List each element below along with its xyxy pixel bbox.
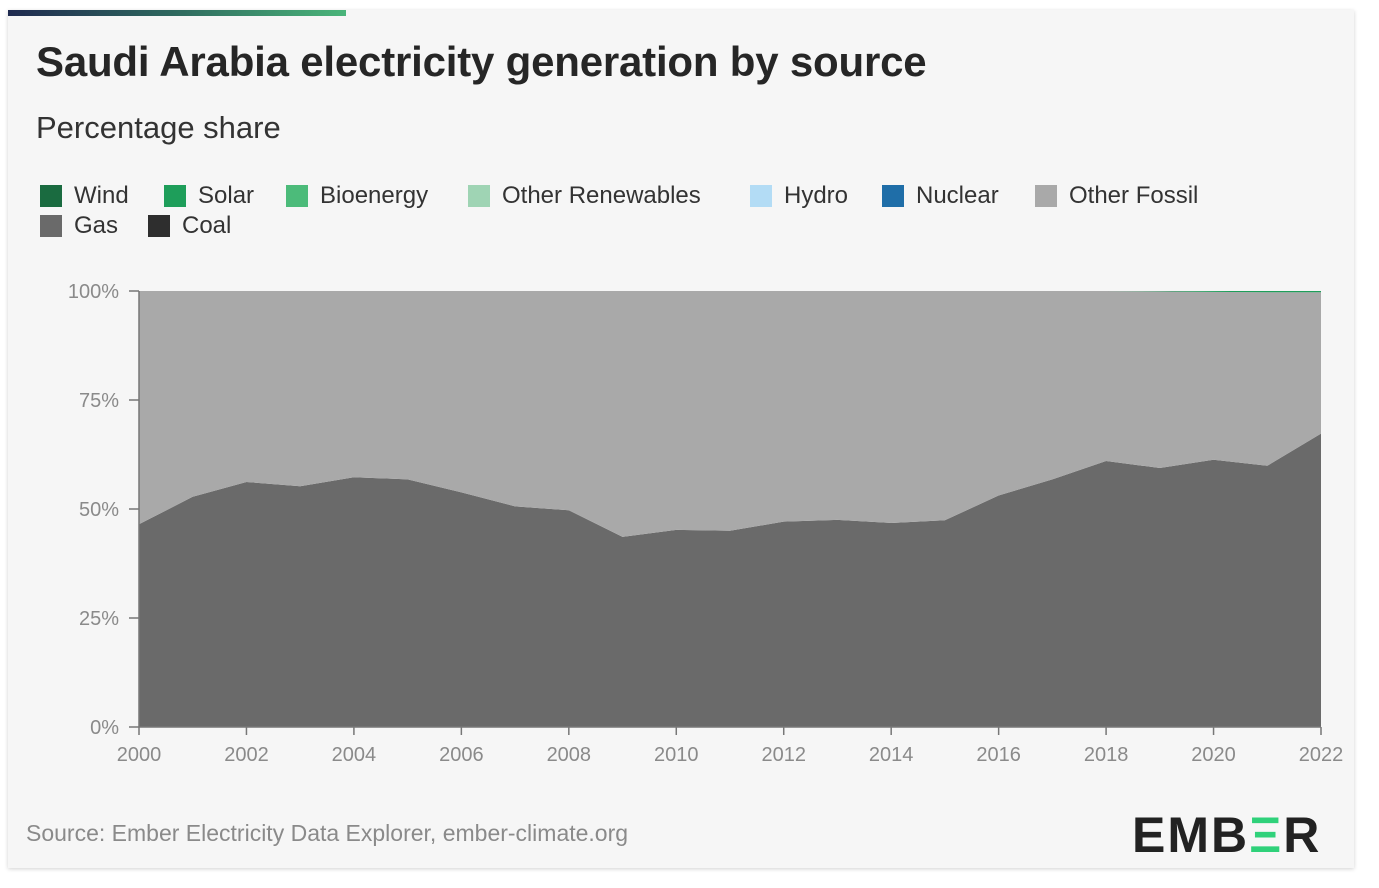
legend-label: Hydro [784,182,849,209]
legend-swatch [882,185,904,207]
ember-logo: EMB Ξ R [1132,806,1321,864]
legend-swatch [750,185,772,207]
legend-item-solar: Solar [164,182,254,210]
legend-label: Solar [198,182,255,209]
legend-label: Coal [182,212,232,239]
y-tick-label: 75% [79,390,119,412]
logo-text-left: EMB [1132,807,1250,863]
legend-label: Nuclear [916,182,999,209]
legend-label: Bioenergy [320,182,429,209]
area-solar [139,291,1321,293]
legend-swatch [468,185,490,207]
x-tick-label: 2012 [761,744,806,766]
legend-swatch [148,215,170,237]
x-tick-label: 2020 [1191,744,1236,766]
legend-label: Gas [74,212,119,239]
legend-item-bioenergy: Bioenergy [286,182,428,210]
accent-bar [8,10,346,16]
legend-swatch [40,215,62,237]
y-tick-label: 25% [79,608,119,630]
legend-label: Other Renewables [502,182,701,209]
x-tick-label: 2000 [117,744,162,766]
x-tick-label: 2002 [224,744,269,766]
y-tick-label: 100% [68,281,119,303]
area-gas [139,433,1321,727]
x-tick-label: 2018 [1084,744,1129,766]
legend-item-wind: Wind [40,182,129,210]
legend-swatch [286,185,308,207]
legend-item-nuclear: Nuclear [882,182,999,210]
x-tick-label: 2004 [332,744,377,766]
chart-subtitle: Percentage share [36,110,281,145]
logo-e-mark: Ξ [1249,807,1284,863]
legend-item-other-renewables: Other Renewables [468,182,701,210]
legend-item-gas: Gas [40,212,118,240]
y-tick-label: 50% [79,499,119,521]
source-note: Source: Ember Electricity Data Explorer,… [26,820,629,846]
x-tick-label: 2008 [547,744,592,766]
chart-title: Saudi Arabia electricity generation by s… [36,38,927,85]
legend-swatch [1035,185,1057,207]
legend-swatch [164,185,186,207]
legend-label: Other Fossil [1069,182,1199,209]
legend-item-coal: Coal [148,212,231,240]
x-tick-label: 2006 [439,744,484,766]
x-tick-label: 2016 [976,744,1021,766]
logo-text-right: R [1283,807,1322,863]
legend-item-other-fossil: Other Fossil [1035,182,1198,210]
x-tick-label: 2022 [1299,744,1344,766]
y-tick-label: 0% [90,717,119,739]
legend-swatch [40,185,62,207]
area-other-fossil [139,291,1321,537]
legend-item-hydro: Hydro [750,182,848,210]
legend-label: Wind [74,182,129,209]
x-tick-label: 2014 [869,744,914,766]
x-tick-label: 2010 [654,744,699,766]
